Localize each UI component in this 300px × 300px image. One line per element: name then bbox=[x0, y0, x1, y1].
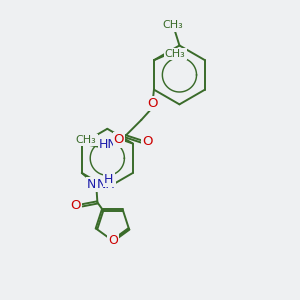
Text: O: O bbox=[70, 199, 81, 212]
Text: O: O bbox=[114, 134, 124, 146]
Text: O: O bbox=[147, 97, 158, 110]
Text: NH: NH bbox=[97, 178, 115, 191]
Text: N: N bbox=[92, 178, 101, 191]
Text: CH₃: CH₃ bbox=[165, 49, 185, 59]
Text: HN: HN bbox=[99, 139, 117, 152]
Text: O: O bbox=[108, 234, 118, 247]
Text: CH₃: CH₃ bbox=[76, 135, 97, 145]
Text: O: O bbox=[142, 135, 153, 148]
Text: H: H bbox=[104, 173, 114, 186]
Text: CH₃: CH₃ bbox=[163, 20, 183, 30]
Text: NH: NH bbox=[87, 178, 106, 191]
